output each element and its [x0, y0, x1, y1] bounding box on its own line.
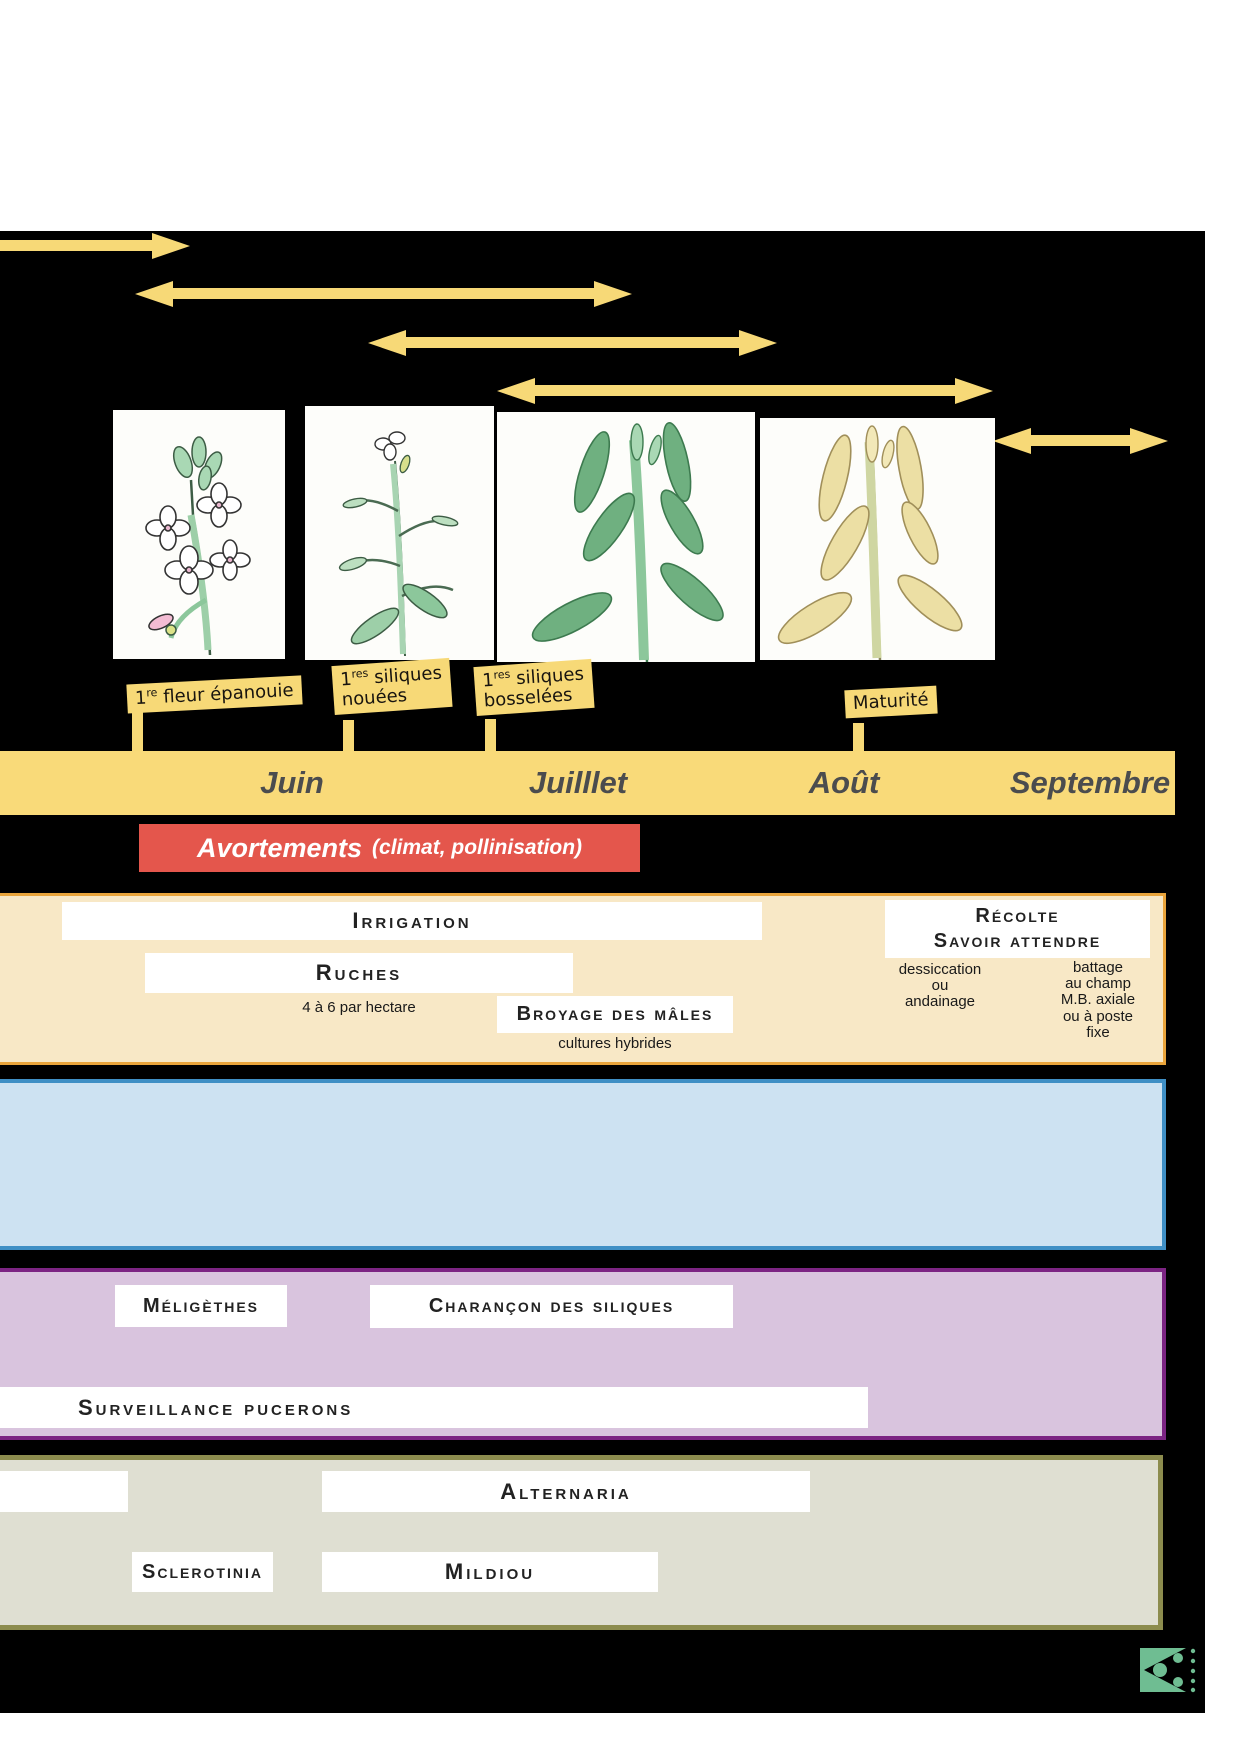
tag-ordinal: re — [145, 685, 158, 700]
alternaria-box: Alternaria — [322, 1471, 810, 1512]
recolte-box: Récolte Savoir attendre — [885, 900, 1150, 958]
mature-siliques-illustration — [777, 425, 963, 660]
mildiou-box: Mildiou — [322, 1552, 658, 1592]
alternaria-label: Alternaria — [500, 1478, 632, 1504]
month-juillet: Juilllet — [528, 765, 628, 800]
meligethes-label: Méligèthes — [142, 1294, 259, 1317]
phase-arrow — [172, 288, 595, 299]
green-diamond-logo — [1140, 1648, 1196, 1693]
tag-ordinal: res — [493, 667, 511, 682]
tag-stem — [853, 723, 864, 753]
tag-stem — [132, 712, 143, 753]
month-juin: Juin — [260, 765, 324, 800]
mildiou-label: Mildiou — [444, 1559, 536, 1584]
battage-note: battage au champ M.B. axiale ou à poste … — [1060, 959, 1136, 1041]
tag-stem — [485, 719, 496, 753]
phase-arrow — [405, 337, 740, 348]
sclerotinia-box: Sclerotinia — [132, 1552, 273, 1592]
charancon-box: Charançon des siliques — [370, 1285, 733, 1328]
swelling-siliques-illustration — [531, 422, 724, 662]
ruches-box: Ruches — [145, 953, 573, 993]
ruches-label: Ruches — [315, 960, 403, 985]
phase-arrow — [1030, 435, 1131, 446]
recolte-subtitle: Savoir attendre — [933, 930, 1102, 952]
tag-text-line2: nouées — [341, 685, 408, 711]
phase-arrow — [0, 240, 153, 251]
surveillance-label: Surveillance pucerons — [78, 1394, 354, 1420]
broyage-note: cultures hybrides — [558, 1035, 672, 1052]
tag-text: fleur épanouie — [157, 679, 295, 708]
recolte-title: Récolte — [975, 905, 1060, 927]
month-septembre: Septembre — [1009, 765, 1171, 800]
dessiccation-note: dessiccation ou andainage — [898, 961, 982, 1011]
broyage-box: Broyage des mâles — [497, 996, 733, 1033]
alert-title: Avortements — [196, 832, 363, 863]
young-siliques-illustration — [338, 431, 459, 657]
irrigation-label: Irrigation — [352, 908, 472, 933]
stage-tag-siliques-nouees: 1res siliques nouées — [331, 657, 453, 716]
tag-text: Maturité — [852, 689, 930, 714]
plant-stage-1-image — [113, 410, 285, 659]
water-panel — [0, 1079, 1166, 1250]
ruches-note: 4 à 6 par hectare — [302, 999, 416, 1016]
sclerotinia-label: Sclerotinia — [142, 1560, 263, 1583]
cutoff-disease-box — [0, 1471, 128, 1512]
plant-stage-2-image — [305, 406, 494, 660]
alert-subtitle: (climat, pollinisation) — [372, 836, 583, 859]
charancon-label: Charançon des siliques — [428, 1295, 675, 1317]
tag-stem — [343, 720, 354, 753]
avortements-alert-bar: Avortements (climat, pollinisation) — [139, 824, 640, 872]
meligethes-box: Méligèthes — [115, 1285, 287, 1327]
month-timeline-bar: Juin Juilllet Août Septembre — [0, 751, 1175, 815]
surveillance-box: Surveillance pucerons — [0, 1387, 868, 1428]
flowering-rapeseed-illustration — [145, 436, 251, 656]
tag-text-line2: bosselées — [483, 684, 574, 712]
plant-stage-4-image — [760, 418, 995, 660]
tag-ordinal: res — [351, 666, 369, 681]
month-aout: Août — [808, 765, 880, 800]
stage-tag-maturite: Maturité — [844, 685, 938, 719]
phase-arrow — [534, 385, 956, 396]
broyage-label: Broyage des mâles — [516, 1003, 714, 1025]
plant-stage-3-image — [497, 412, 755, 662]
stage-tag-siliques-bosselees: 1res siliques bosselées — [473, 658, 595, 717]
irrigation-box: Irrigation — [62, 902, 762, 940]
